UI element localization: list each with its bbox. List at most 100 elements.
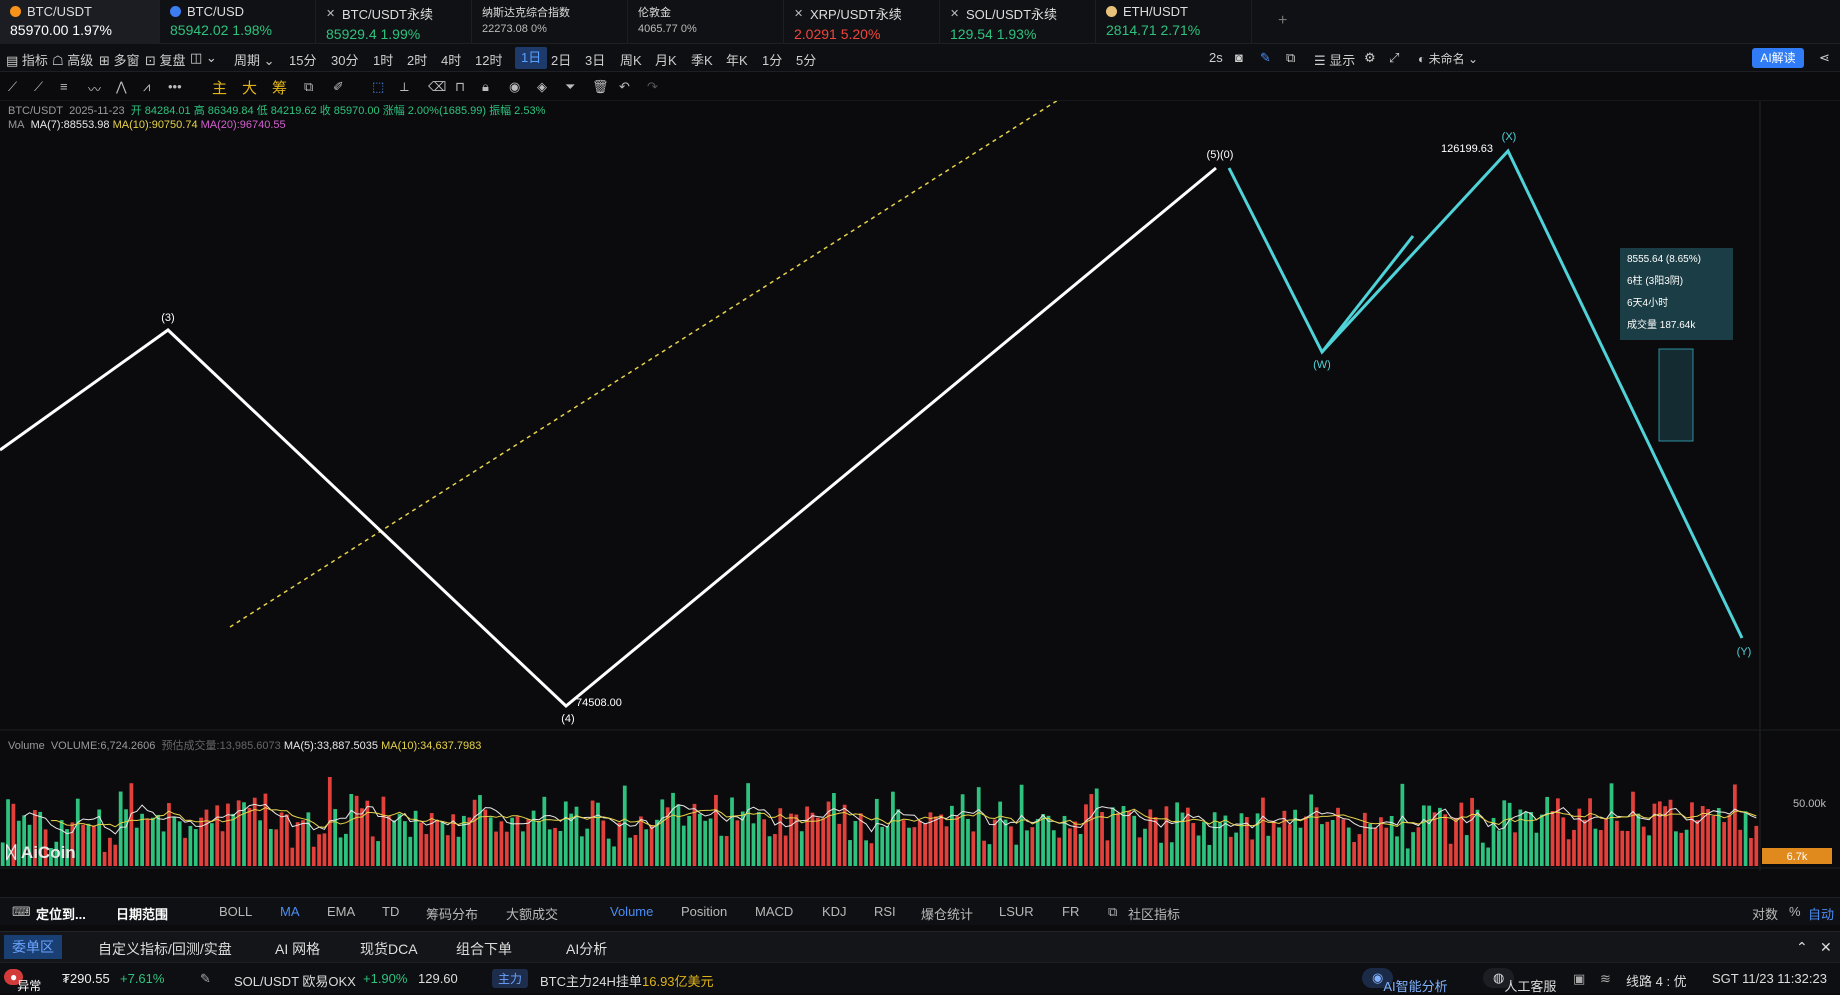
panel-tab-4[interactable]: 组合下单	[456, 941, 512, 957]
elliott-wave-cyan[interactable]	[1227, 148, 1744, 639]
share-icon[interactable]: ⧉	[1286, 50, 1296, 65]
indicator-tab-2[interactable]: EMA	[327, 904, 356, 919]
line-tool-icon[interactable]: ⟋	[8, 79, 18, 94]
candlestick-chart[interactable]: (3) (4)74508.00 (5)(0) (X) 126199.63 (W) (Y) 85…	[0, 0, 1840, 889]
share-out-icon[interactable]: ⋖	[1819, 50, 1830, 65]
period-7[interactable]: 2日	[551, 53, 572, 68]
wave-tool-icon[interactable]: 〰	[88, 82, 102, 97]
ticker-tab-4[interactable]: 伦敦金 4065.77 0%	[628, 0, 784, 44]
locate-icon[interactable]: ⌨	[12, 904, 31, 919]
indicator-tab-3[interactable]: TD	[382, 904, 400, 919]
auto-scale-toggle[interactable]: 自动	[1808, 907, 1835, 922]
log-scale-toggle[interactable]: 对数	[1752, 907, 1779, 922]
parallel-tool-icon[interactable]: ≡	[60, 79, 68, 94]
connection-line[interactable]: 线路 4 : 优	[1626, 974, 1687, 989]
close-icon[interactable]: ✕	[950, 8, 960, 20]
lock-icon[interactable]: 🔒︎	[482, 79, 489, 94]
refresh-interval[interactable]: 2s	[1209, 50, 1223, 65]
chips-button[interactable]: 筹	[272, 80, 288, 97]
ray-tool-icon[interactable]: ⟋	[34, 79, 44, 94]
abnormal-badge[interactable]: ● 异常	[4, 969, 41, 993]
close-icon[interactable]: ✕	[794, 8, 804, 20]
indicator-tab-11[interactable]: 爆仓统计	[921, 907, 974, 922]
ticker-tab-7[interactable]: ETH/USDT 2814.71 2.71%	[1096, 0, 1252, 44]
collapse-icon[interactable]: ⌃	[1796, 939, 1808, 955]
main-force-button[interactable]: 主	[212, 80, 228, 97]
percent-toggle[interactable]: %	[1789, 904, 1801, 919]
indicator-tab-9[interactable]: KDJ	[822, 904, 847, 919]
period-5[interactable]: 12时	[475, 53, 503, 68]
period-9[interactable]: 周K	[620, 53, 642, 68]
period-1[interactable]: 30分	[331, 53, 359, 68]
display-button[interactable]: ☰ 显示	[1314, 53, 1356, 68]
price-axis[interactable]: 130000.00125000.00120000.00115000.001100…	[1759, 101, 1826, 871]
add-tab-icon[interactable]: +	[1278, 12, 1288, 29]
ticker-tab-5[interactable]: ✕ XRP/USDT永续 2.0291 5.20%	[784, 0, 940, 44]
ticker-tab-6[interactable]: ✕ SOL/USDT永续 129.54 1.93%	[940, 0, 1096, 44]
period-12[interactable]: 年K	[726, 53, 748, 68]
cursor-icon[interactable]: ⬚	[372, 79, 385, 94]
zigzag-tool-icon[interactable]: ⋀	[116, 79, 127, 94]
fullscreen-icon[interactable]: ⤢	[1389, 50, 1400, 65]
indicator-tab-8[interactable]: MACD	[755, 904, 794, 919]
big-order-button[interactable]: 大	[242, 80, 258, 97]
ai-analysis-button[interactable]: ◉ AI智能分析	[1362, 968, 1448, 994]
copy-icon[interactable]: ⧉	[304, 79, 314, 94]
pen-icon[interactable]: ✎	[1260, 50, 1271, 65]
filter-icon[interactable]: ⏷	[565, 79, 576, 94]
camera-icon[interactable]: ◙	[1235, 50, 1243, 65]
ticker-tab-0[interactable]: BTC/USDT 85970.00 1.97%	[0, 0, 160, 44]
ai-read-button[interactable]: AI解读	[1752, 48, 1804, 68]
period-14[interactable]: 5分	[796, 53, 817, 68]
indicator-tab-12[interactable]: LSUR	[999, 904, 1034, 919]
pattern-tool-icon[interactable]: ⩘	[143, 79, 151, 94]
indicator-tab-10[interactable]: RSI	[874, 904, 896, 919]
elliott-wave-cyan-w[interactable]	[1320, 235, 1415, 353]
ticker-tab-3[interactable]: 纳斯达克综合指数 22273.08 0%	[472, 0, 628, 44]
multi-window-button[interactable]: ⊞ 多窗	[99, 53, 140, 68]
price-chart[interactable]: (3) (4) 74508.00 (5)(0) (X) 126199.63 (W) (Y) 85…	[0, 0, 1840, 889]
brush-icon[interactable]: ✐	[333, 79, 344, 94]
period-6[interactable]: 1日	[515, 47, 548, 69]
period-13[interactable]: 1分	[762, 53, 783, 68]
close-panel-icon[interactable]: ✕	[1820, 939, 1832, 955]
magnet-icon[interactable]: ⊓	[455, 79, 466, 94]
eraser-icon[interactable]: ⌫	[428, 79, 447, 94]
indicator-tab-7[interactable]: Position	[681, 904, 728, 919]
period-3[interactable]: 2时	[407, 53, 428, 68]
panel-tab-2[interactable]: AI 网格	[275, 941, 321, 957]
panel-tab-0[interactable]: 委单区	[4, 935, 62, 959]
panel-tab-5[interactable]: AI分析	[566, 941, 608, 957]
period-8[interactable]: 3日	[585, 53, 606, 68]
advanced-button[interactable]: ☖ 高级	[52, 53, 94, 68]
close-icon[interactable]: ✕	[326, 8, 336, 20]
trend-line[interactable]	[229, 0, 1760, 628]
period-4[interactable]: 4时	[441, 53, 462, 68]
community-icon[interactable]: ⧉	[1108, 904, 1118, 919]
indicator-tab-5[interactable]: 大额成交	[506, 907, 559, 922]
measure-range[interactable]	[1658, 348, 1694, 442]
locate-button[interactable]: 定位到...	[36, 907, 86, 922]
edit-icon[interactable]: ✎	[200, 971, 211, 986]
chart-type-icon[interactable]: ◫ ⌄	[190, 50, 217, 65]
layout-dropdown[interactable]: ◐ 未命名 ⌄	[1418, 52, 1478, 66]
undo-icon[interactable]: ↶	[619, 79, 630, 94]
indicator-tab-6[interactable]: Volume	[610, 904, 654, 919]
ticker-tab-2[interactable]: ✕ BTC/USDT永续 85929.4 1.99%	[316, 0, 472, 44]
indicator-tab-14[interactable]: 社区指标	[1128, 907, 1181, 922]
ticker-tab-1[interactable]: BTC/USD 85942.02 1.98%	[160, 0, 316, 44]
period-0[interactable]: 15分	[289, 53, 317, 68]
trash-icon[interactable]: 🗑︎	[592, 79, 609, 94]
period-2[interactable]: 1时	[373, 53, 394, 68]
review-button[interactable]: ⊡ 复盘	[145, 53, 186, 68]
layers-icon[interactable]: ◈	[537, 79, 547, 94]
pair-ticker[interactable]: SOL/USDT 欧易OKX	[234, 974, 356, 989]
ruler-icon[interactable]: ⟂	[400, 79, 409, 94]
indicator-tab-4[interactable]: 筹码分布	[426, 907, 479, 922]
panel-tab-3[interactable]: 现货DCA	[360, 941, 418, 957]
chat-icon[interactable]: ▣	[1573, 971, 1586, 986]
elliott-wave-white[interactable]	[0, 166, 1217, 709]
period-dropdown[interactable]: 周期 ⌄	[234, 53, 275, 68]
indicator-tab-13[interactable]: FR	[1062, 904, 1080, 919]
indicator-tab-0[interactable]: BOLL	[219, 904, 253, 919]
